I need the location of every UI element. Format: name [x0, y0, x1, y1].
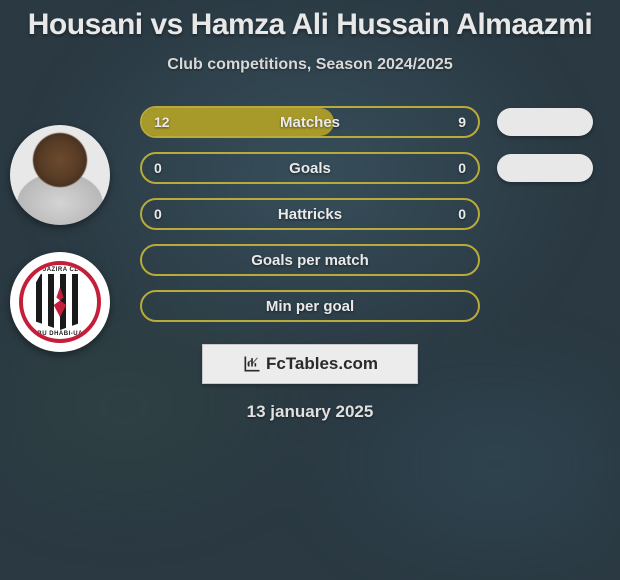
opponent-pill: [497, 108, 593, 136]
stat-label: Goals: [289, 160, 331, 177]
stat-pill: Goals per match: [140, 244, 480, 276]
stat-pill: 0 0 Goals: [140, 152, 480, 184]
stat-pill: Min per goal: [140, 290, 480, 322]
stat-right-col: [480, 108, 610, 136]
stat-label: Matches: [280, 114, 340, 131]
club-badge-bottom-text: ABU DHABI-UAE: [23, 331, 97, 337]
date-text: 13 january 2025: [10, 402, 610, 422]
brand-text: FcTables.com: [266, 354, 378, 374]
stat-value-left: 0: [154, 160, 162, 176]
stat-value-left: 0: [154, 206, 162, 222]
stat-value-right: 0: [458, 160, 466, 176]
chart-icon: [242, 354, 262, 374]
stat-row: 12 9 Matches: [10, 106, 610, 138]
club-badge-top-text: AL JAZIRA CLUB: [23, 267, 97, 273]
stat-pill: 0 0 Hattricks: [140, 198, 480, 230]
stat-pill: 12 9 Matches: [140, 106, 480, 138]
stat-value-right: 9: [458, 114, 466, 130]
club-badge-icon: AL JAZIRA CLUB ABU DHABI-UAE: [19, 261, 101, 343]
player-avatar: [10, 125, 110, 225]
stat-value-right: 0: [458, 206, 466, 222]
page-title: Housani vs Hamza Ali Hussain Almaazmi: [10, 0, 610, 42]
opponent-pill: [497, 154, 593, 182]
stat-label: Goals per match: [251, 252, 369, 269]
stat-label: Min per goal: [266, 298, 354, 315]
stat-value-left: 12: [154, 114, 170, 130]
club-avatar: AL JAZIRA CLUB ABU DHABI-UAE: [10, 252, 110, 352]
subtitle: Club competitions, Season 2024/2025: [10, 56, 610, 74]
brand-box[interactable]: FcTables.com: [202, 344, 418, 384]
stat-label: Hattricks: [278, 206, 342, 223]
stat-right-col: [480, 154, 610, 182]
